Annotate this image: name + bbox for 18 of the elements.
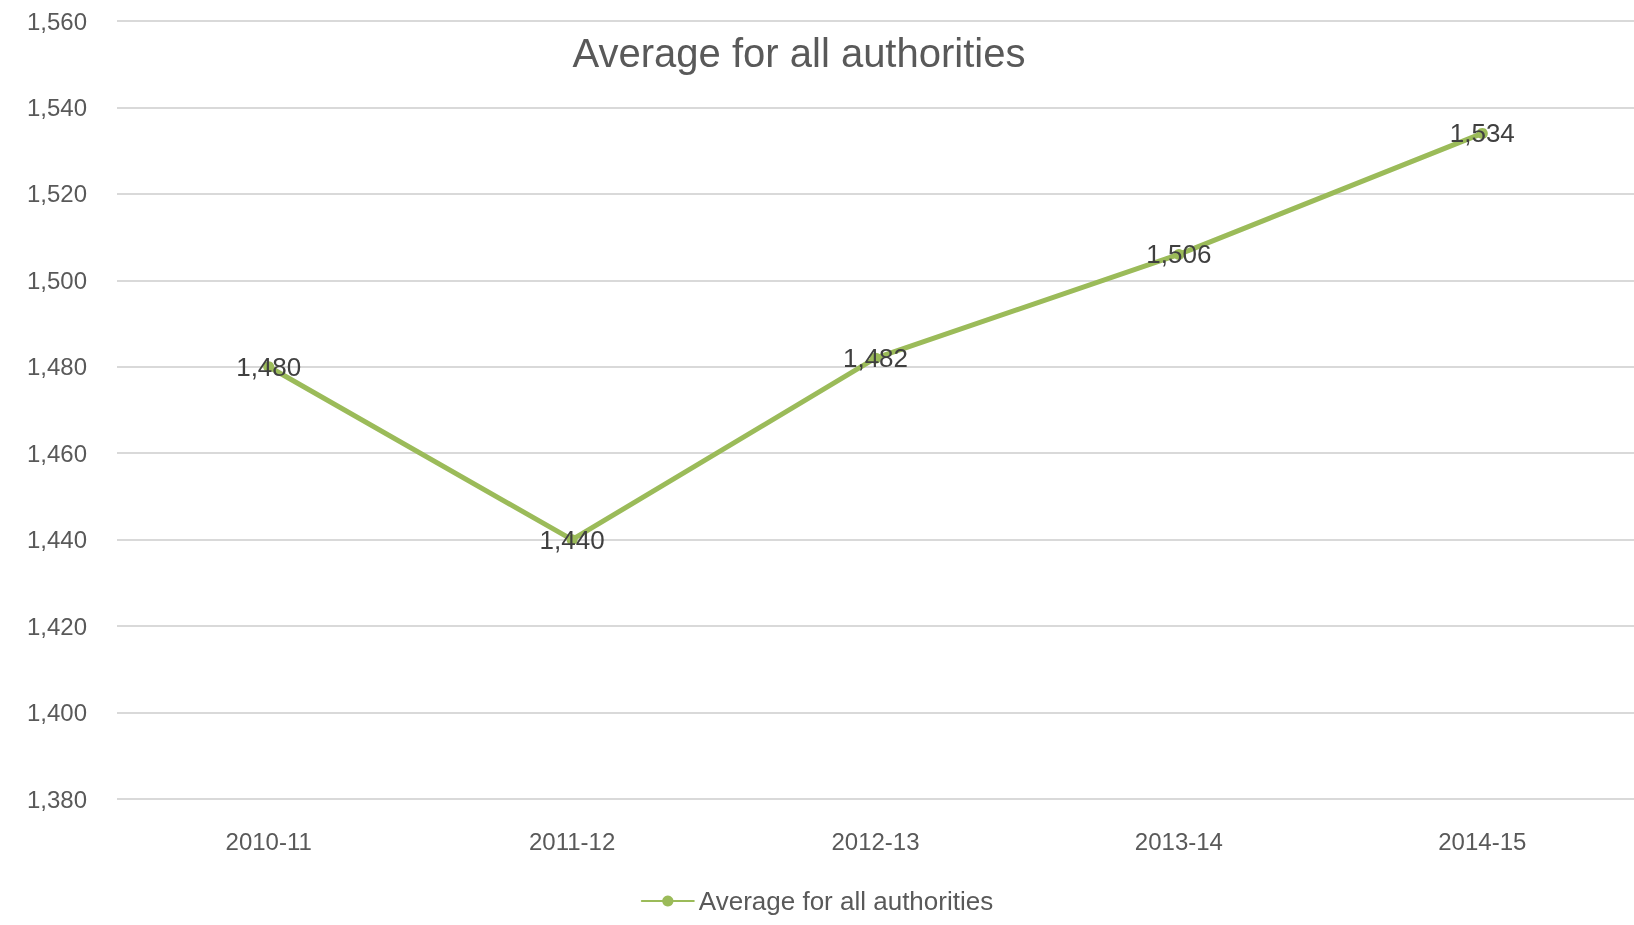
y-tick-label: 1,540 <box>26 93 87 121</box>
y-tick-label: 1,520 <box>26 180 87 208</box>
x-tick-label: 2013-14 <box>1134 827 1223 855</box>
y-tick-label: 1,460 <box>26 439 87 467</box>
y-tick-label: 1,480 <box>26 353 87 381</box>
y-tick-label: 1,560 <box>26 7 87 35</box>
chart-title: Average for all authorities <box>572 31 1026 75</box>
y-tick-label: 1,380 <box>26 785 87 813</box>
data-label: 1,440 <box>539 524 605 555</box>
y-tick-label: 1,400 <box>26 699 87 727</box>
x-tick-label: 2010-11 <box>225 827 312 855</box>
x-tick-label: 2012-13 <box>831 827 920 855</box>
x-tick-label: 2014-15 <box>1438 827 1527 855</box>
y-tick-label: 1,440 <box>26 526 87 554</box>
x-tick-label: 2011-12 <box>528 827 616 855</box>
legend-label: Average for all authorities <box>698 886 994 916</box>
y-tick-label: 1,420 <box>26 612 87 640</box>
y-tick-label: 1,500 <box>26 266 87 294</box>
